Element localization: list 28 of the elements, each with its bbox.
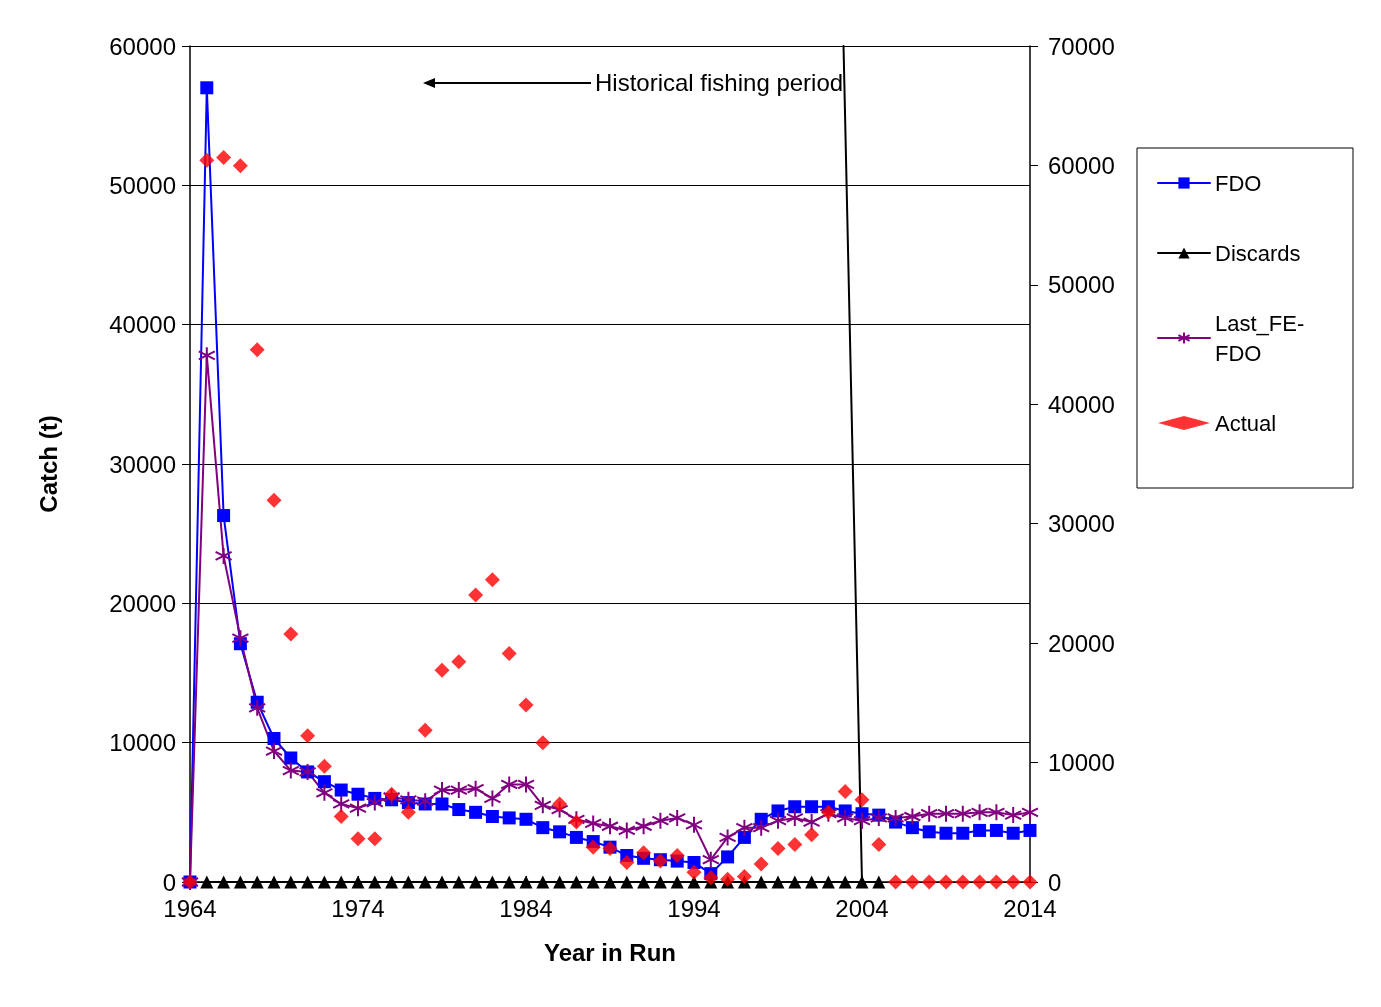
x-tick-label: 2014	[1003, 894, 1057, 922]
y-tick-label: 50000	[109, 171, 176, 199]
x-tick-label: 1984	[499, 894, 553, 922]
y2-tick-label: 10000	[1048, 749, 1115, 777]
legend-label: Last_FE-FDO	[1215, 310, 1305, 366]
x-axis-title: Year in Run	[543, 938, 677, 966]
legend-label: FDO	[1215, 170, 1262, 196]
y-axis-title: Catch (t)	[34, 415, 62, 513]
y2-tick-label: 30000	[1048, 510, 1115, 538]
y-tick-label: 20000	[109, 589, 176, 617]
y2-tick-label: 20000	[1048, 629, 1115, 657]
x-tick-label: 1964	[163, 894, 217, 922]
y-tick-label: 40000	[109, 311, 176, 339]
y-tick-label: 30000	[109, 450, 176, 478]
y-tick-label: 0	[162, 868, 176, 896]
annotation: Historical fishing period	[595, 69, 844, 97]
x-tick-label: 1974	[331, 894, 385, 922]
y2-tick-label: 50000	[1048, 271, 1115, 299]
y-tick-label: 10000	[109, 729, 176, 757]
x-tick-label: 2004	[835, 894, 889, 922]
legend-label: Discards	[1215, 240, 1301, 266]
x-tick-label: 1994	[667, 894, 721, 922]
y2-tick-label: 60000	[1048, 151, 1115, 179]
y2-tick-label: 0	[1048, 868, 1062, 896]
y2-tick-label: 70000	[1048, 32, 1115, 60]
y2-tick-label: 40000	[1048, 390, 1115, 418]
y-tick-label: 60000	[109, 32, 176, 60]
legend-label: Actual	[1215, 410, 1277, 436]
